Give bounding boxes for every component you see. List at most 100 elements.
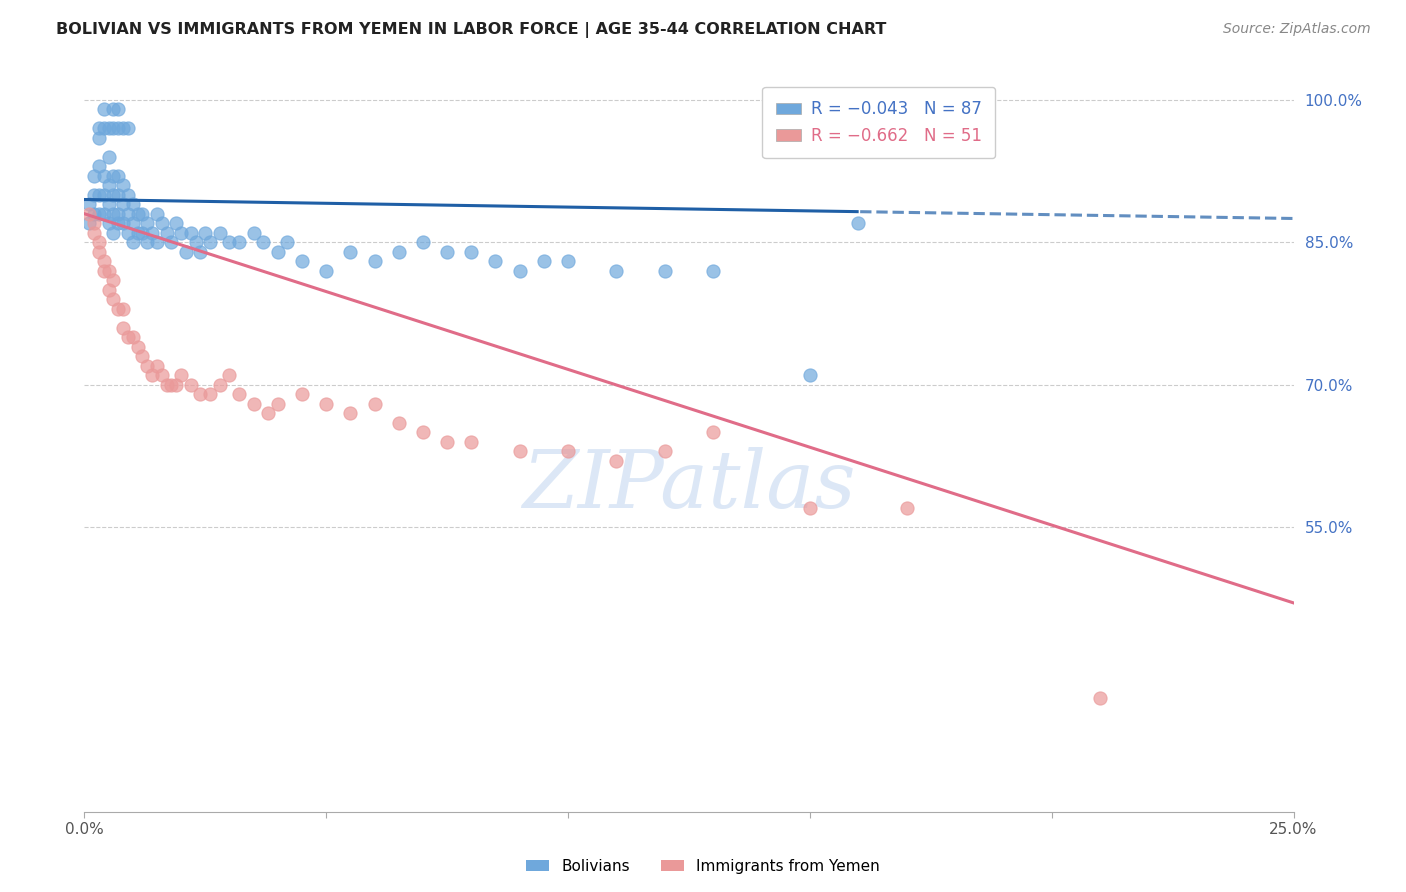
Point	[93, 169, 115, 183]
Point	[799, 500, 821, 515]
Point	[97, 263, 120, 277]
Point	[117, 121, 139, 136]
Point	[363, 254, 385, 268]
Point	[170, 226, 193, 240]
Point	[103, 121, 125, 136]
Point	[83, 169, 105, 183]
Point	[208, 377, 231, 392]
Point	[107, 207, 129, 221]
Point	[97, 216, 120, 230]
Point	[107, 169, 129, 183]
Point	[896, 500, 918, 515]
Point	[460, 434, 482, 449]
Point	[77, 207, 100, 221]
Point	[117, 207, 139, 221]
Point	[87, 235, 110, 250]
Point	[121, 216, 143, 230]
Point	[242, 396, 264, 410]
Point	[174, 244, 197, 259]
Point	[155, 226, 177, 240]
Point	[103, 169, 125, 183]
Legend: Bolivians, Immigrants from Yemen: Bolivians, Immigrants from Yemen	[520, 853, 886, 880]
Point	[198, 387, 221, 401]
Point	[257, 406, 280, 420]
Point	[83, 207, 105, 221]
Point	[180, 377, 202, 392]
Point	[509, 263, 531, 277]
Point	[127, 207, 149, 221]
Point	[218, 368, 240, 383]
Point	[388, 416, 411, 430]
Point	[87, 130, 110, 145]
Point	[150, 368, 173, 383]
Point	[87, 187, 110, 202]
Point	[242, 226, 264, 240]
Point	[103, 207, 125, 221]
Point	[77, 197, 100, 211]
Point	[184, 235, 207, 250]
Point	[87, 207, 110, 221]
Point	[117, 330, 139, 344]
Point	[87, 244, 110, 259]
Point	[97, 178, 120, 193]
Point	[136, 359, 159, 373]
Point	[509, 444, 531, 458]
Point	[412, 235, 434, 250]
Point	[315, 396, 337, 410]
Text: Source: ZipAtlas.com: Source: ZipAtlas.com	[1223, 22, 1371, 37]
Point	[146, 235, 169, 250]
Point	[107, 301, 129, 316]
Point	[533, 254, 555, 268]
Point	[112, 178, 135, 193]
Point	[557, 254, 579, 268]
Point	[103, 226, 125, 240]
Point	[146, 207, 169, 221]
Point	[117, 187, 139, 202]
Point	[131, 349, 153, 363]
Point	[87, 159, 110, 173]
Point	[93, 103, 115, 117]
Point	[228, 387, 250, 401]
Point	[117, 226, 139, 240]
Point	[160, 377, 183, 392]
Point	[103, 103, 125, 117]
Point	[339, 406, 361, 420]
Point	[460, 244, 482, 259]
Point	[93, 121, 115, 136]
Point	[155, 377, 177, 392]
Point	[150, 216, 173, 230]
Point	[170, 368, 193, 383]
Point	[146, 359, 169, 373]
Point	[107, 216, 129, 230]
Point	[1088, 690, 1111, 705]
Point	[315, 263, 337, 277]
Point	[228, 235, 250, 250]
Point	[103, 292, 125, 306]
Text: BOLIVIAN VS IMMIGRANTS FROM YEMEN IN LABOR FORCE | AGE 35-44 CORRELATION CHART: BOLIVIAN VS IMMIGRANTS FROM YEMEN IN LAB…	[56, 22, 887, 38]
Point	[112, 301, 135, 316]
Point	[77, 216, 100, 230]
Point	[141, 226, 163, 240]
Point	[103, 187, 125, 202]
Point	[107, 103, 129, 117]
Point	[291, 387, 314, 401]
Point	[131, 226, 153, 240]
Point	[160, 235, 183, 250]
Point	[107, 187, 129, 202]
Point	[218, 235, 240, 250]
Point	[93, 207, 115, 221]
Point	[605, 263, 627, 277]
Point	[208, 226, 231, 240]
Point	[291, 254, 314, 268]
Point	[141, 368, 163, 383]
Point	[93, 263, 115, 277]
Point	[702, 425, 724, 439]
Point	[267, 396, 290, 410]
Point	[190, 244, 212, 259]
Point	[194, 226, 217, 240]
Point	[97, 283, 120, 297]
Point	[165, 377, 187, 392]
Point	[107, 121, 129, 136]
Point	[131, 207, 153, 221]
Point	[276, 235, 298, 250]
